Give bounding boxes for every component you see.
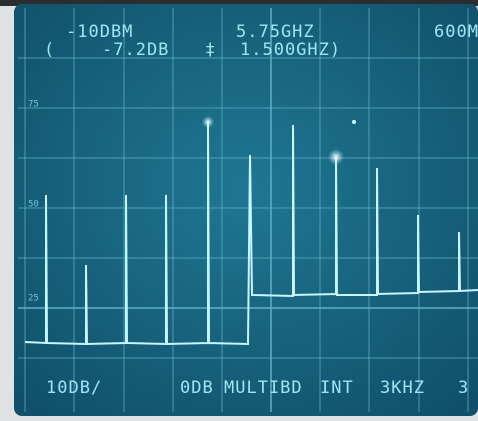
marker-glow bbox=[202, 116, 214, 128]
mode: MULTIBD bbox=[224, 378, 303, 398]
graticule-label: 50 bbox=[28, 200, 39, 210]
marker-glow bbox=[328, 149, 344, 165]
center-frequency: 5.75GHZ bbox=[236, 22, 315, 42]
reference: INT bbox=[320, 378, 354, 398]
reference-level: -10DBM bbox=[66, 22, 133, 42]
bandwidth: 3KHZ bbox=[380, 378, 425, 398]
marker-level: -7.2DB bbox=[102, 40, 169, 60]
analyzer-photo: -10DBM 5.75GHZ 600M ( -7.2DB ‡ 1.500GHZ)… bbox=[0, 0, 478, 421]
paren: ( bbox=[44, 40, 55, 60]
marker-frequency: 1.500GHZ) bbox=[240, 40, 341, 60]
graticule-label: 75 bbox=[28, 100, 39, 110]
extra: 3 bbox=[458, 378, 469, 398]
graticule-label: 25 bbox=[28, 294, 39, 304]
screen bbox=[14, 4, 478, 416]
dot bbox=[352, 120, 356, 124]
span: 600M bbox=[434, 22, 478, 42]
scale: 10DB/ bbox=[46, 378, 102, 398]
attenuation: 0DB bbox=[180, 378, 214, 398]
marker-symbol: ‡ bbox=[205, 40, 216, 60]
page: -10DBM 5.75GHZ 600M ( -7.2DB ‡ 1.500GHZ)… bbox=[0, 0, 478, 421]
